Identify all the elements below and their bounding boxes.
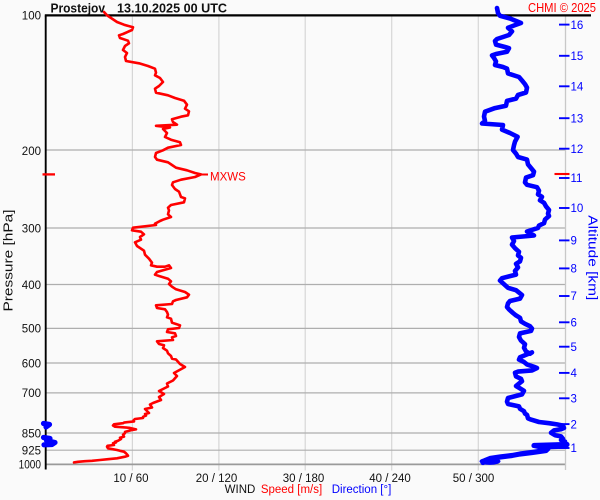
svg-text:1: 1	[571, 443, 577, 455]
svg-text:WIND: WIND	[225, 484, 256, 496]
svg-text:4: 4	[571, 368, 578, 380]
svg-text:Prostejov: Prostejov	[51, 1, 106, 15]
svg-text:12: 12	[571, 144, 584, 156]
svg-text:CHMI © 2025: CHMI © 2025	[528, 1, 596, 15]
svg-text:16: 16	[571, 20, 584, 32]
svg-text:700: 700	[22, 386, 42, 400]
svg-text:6: 6	[571, 318, 577, 330]
svg-text:Direction [°]: Direction [°]	[332, 484, 392, 496]
svg-text:30 / 180: 30 / 180	[283, 473, 325, 485]
svg-text:10: 10	[571, 203, 584, 215]
svg-text:14: 14	[571, 82, 584, 94]
svg-text:9: 9	[571, 236, 577, 248]
svg-text:Pressure [hPa]: Pressure [hPa]	[2, 210, 16, 312]
svg-text:1000: 1000	[19, 458, 42, 472]
svg-text:5: 5	[571, 342, 577, 354]
svg-text:10 / 60: 10 / 60	[113, 473, 148, 485]
svg-text:600: 600	[22, 356, 42, 370]
svg-text:3: 3	[571, 394, 577, 406]
svg-text:13.10.2025 00 UTC: 13.10.2025 00 UTC	[117, 1, 227, 15]
svg-text:Altitude [km]: Altitude [km]	[586, 215, 600, 300]
svg-text:MXWS: MXWS	[210, 171, 246, 183]
svg-text:40 / 240: 40 / 240	[369, 473, 411, 485]
svg-text:15: 15	[571, 51, 584, 63]
svg-text:Speed [m/s]: Speed [m/s]	[261, 484, 322, 496]
svg-text:300: 300	[22, 221, 42, 235]
svg-text:7: 7	[571, 291, 577, 303]
svg-text:2: 2	[571, 419, 577, 431]
svg-text:400: 400	[22, 278, 42, 292]
svg-text:850: 850	[22, 426, 42, 440]
svg-text:200: 200	[22, 144, 42, 158]
svg-text:500: 500	[22, 322, 42, 336]
svg-text:8: 8	[571, 264, 577, 276]
svg-text:11: 11	[571, 173, 583, 185]
svg-text:13: 13	[571, 113, 584, 125]
svg-text:20 / 120: 20 / 120	[196, 473, 238, 485]
svg-text:925: 925	[22, 444, 42, 458]
svg-text:50 / 300: 50 / 300	[453, 473, 495, 485]
svg-text:100: 100	[22, 8, 42, 22]
